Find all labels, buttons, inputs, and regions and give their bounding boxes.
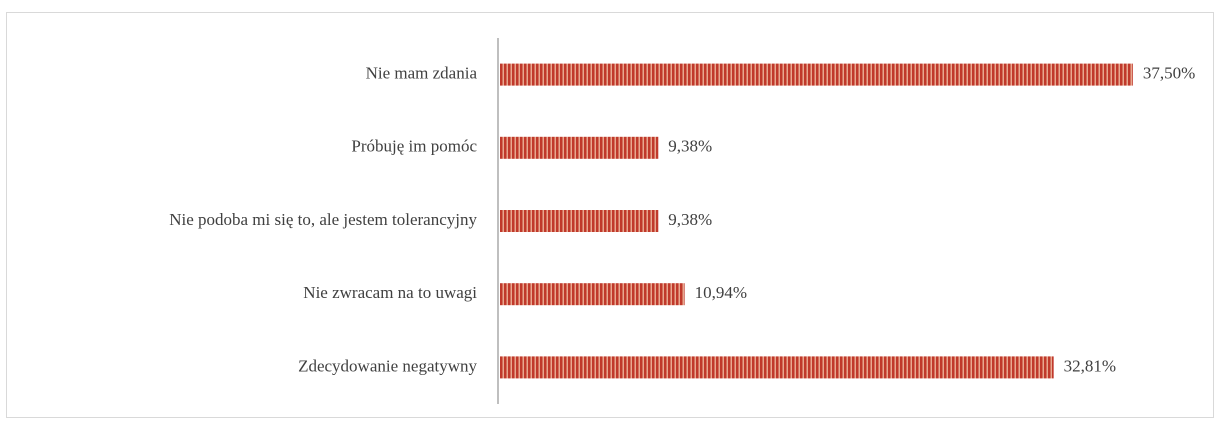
category-label: Nie mam zdania [366, 64, 478, 83]
category-label: Nie podoba mi się to, ale jestem toleran… [169, 210, 477, 229]
data-label: 9,38% [668, 137, 712, 156]
data-label: 9,38% [668, 210, 712, 229]
bar [500, 136, 659, 159]
data-label: 32,81% [1064, 356, 1116, 375]
chart-border [6, 12, 1214, 418]
bar [500, 63, 1133, 86]
category-label: Zdecydowanie negatywny [298, 356, 477, 375]
data-label: 10,94% [695, 283, 747, 302]
data-label: 37,50% [1143, 64, 1195, 83]
bar [500, 283, 685, 306]
bar [500, 210, 659, 232]
category-label: Nie zwracam na to uwagi [303, 283, 477, 302]
category-label: Próbuję im pomóc [351, 137, 477, 156]
bar [500, 356, 1054, 379]
